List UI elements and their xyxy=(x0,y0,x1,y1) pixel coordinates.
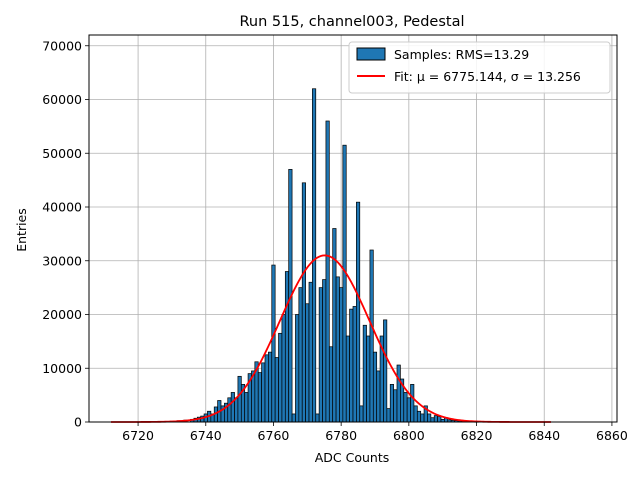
y-tick-label: 70000 xyxy=(42,38,82,53)
x-axis-label: ADC Counts xyxy=(315,450,390,465)
histogram-bar xyxy=(413,405,418,423)
histogram-bar xyxy=(230,392,235,423)
histogram-bar xyxy=(284,271,290,423)
histogram-bar xyxy=(406,397,411,423)
y-tick-label: 40000 xyxy=(42,200,82,215)
histogram-bar xyxy=(261,362,266,423)
histogram-bar xyxy=(433,415,438,423)
histogram-bar xyxy=(430,417,435,423)
y-axis-label: Entries xyxy=(14,208,29,252)
y-axis-ticks: 0 10000 20000 30000 40000 50000 60000 70000 xyxy=(42,38,89,430)
histogram-bar xyxy=(274,357,279,423)
histogram-bar xyxy=(420,413,425,423)
histogram-bar xyxy=(278,332,283,423)
histogram-bar xyxy=(437,416,442,423)
histogram-bars xyxy=(163,88,479,423)
histogram-bar xyxy=(318,287,323,423)
histogram-bar xyxy=(264,354,269,423)
legend-histogram-swatch xyxy=(356,47,386,61)
histogram-bar xyxy=(308,281,313,423)
plot-frame xyxy=(88,34,618,423)
histogram-bar xyxy=(410,384,415,423)
histogram-bar xyxy=(322,279,327,423)
x-tick-label: 6840 xyxy=(528,428,560,443)
x-tick-label: 6780 xyxy=(325,428,357,443)
histogram-bar xyxy=(312,88,317,423)
histogram-bar xyxy=(352,306,357,423)
histogram-bar xyxy=(366,335,371,423)
y-tick-label: 10000 xyxy=(42,361,82,376)
histogram-bar xyxy=(291,413,296,423)
histogram-bar xyxy=(356,201,361,423)
histogram-bar xyxy=(305,303,310,423)
y-tick-label: 50000 xyxy=(42,146,82,161)
chart-title: Run 515, channel003, Pedestal xyxy=(239,14,464,30)
histogram-bar xyxy=(386,408,391,423)
legend-box xyxy=(348,41,611,94)
legend: Samples: RMS=13.29 Fit: μ = 6775.144, σ … xyxy=(348,41,611,94)
y-tick-label: 30000 xyxy=(42,253,82,268)
histogram-bar xyxy=(345,335,350,423)
legend-fit-label: Fit: μ = 6775.144, σ = 13.256 xyxy=(394,69,581,84)
x-tick-label: 6760 xyxy=(258,428,290,443)
x-axis-ticks: 6720 6740 6760 6780 6800 6820 6840 6860 xyxy=(122,422,628,443)
histogram-bar xyxy=(268,351,273,423)
x-tick-label: 6860 xyxy=(596,428,628,443)
histogram-bar xyxy=(244,392,249,423)
histogram-bar xyxy=(325,120,330,423)
histogram-bar xyxy=(403,392,408,423)
x-tick-label: 6720 xyxy=(122,428,154,443)
histogram-bar xyxy=(383,319,388,423)
histogram-bar xyxy=(362,324,367,423)
histogram-bar xyxy=(369,249,374,423)
histogram-bar xyxy=(389,384,394,423)
x-tick-label: 6820 xyxy=(461,428,493,443)
legend-histogram-label: Samples: RMS=13.29 xyxy=(394,47,529,62)
histogram-bar xyxy=(237,375,242,423)
histogram-bar xyxy=(315,413,320,423)
x-tick-label: 6800 xyxy=(393,428,425,443)
histogram-bar xyxy=(416,410,422,423)
histogram-bar xyxy=(359,405,364,423)
histogram-bar xyxy=(339,287,344,423)
histogram-bar xyxy=(396,364,401,423)
histogram-bar xyxy=(376,370,381,423)
histogram-bar xyxy=(328,346,334,423)
histogram-bar xyxy=(281,314,286,423)
histogram-bar xyxy=(227,397,232,423)
histogram-bar xyxy=(427,413,432,423)
histogram-bar xyxy=(271,264,276,423)
histogram-bar xyxy=(234,397,239,423)
y-tick-label: 0 xyxy=(74,415,82,430)
histogram-bar xyxy=(301,182,306,423)
histogram-bar xyxy=(342,144,347,423)
histogram-bar xyxy=(257,372,262,423)
x-tick-label: 6740 xyxy=(190,428,222,443)
y-tick-label: 60000 xyxy=(42,92,82,107)
y-tick-label: 20000 xyxy=(42,307,82,322)
histogram-bar xyxy=(335,276,340,423)
histogram-bar xyxy=(393,389,398,423)
histogram-bar xyxy=(298,287,303,423)
histogram-bar xyxy=(349,308,354,423)
histogram-bar xyxy=(372,351,378,423)
histogram-bar xyxy=(295,314,300,423)
